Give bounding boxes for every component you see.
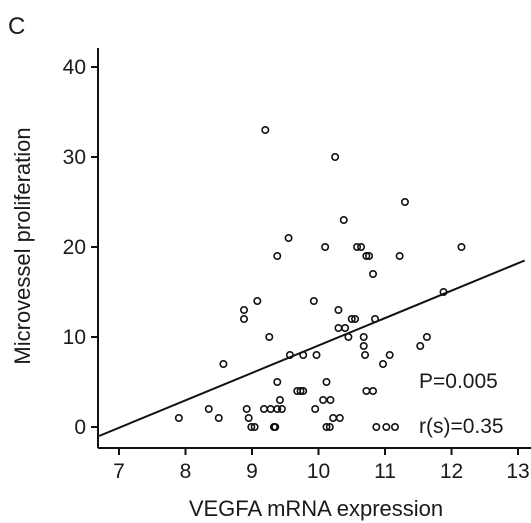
y-tick-label: 40 <box>63 56 86 79</box>
data-point <box>359 341 368 350</box>
data-point <box>344 332 353 341</box>
data-point <box>331 153 340 162</box>
data-point <box>341 323 350 332</box>
data-point <box>329 413 338 422</box>
data-point <box>362 386 371 395</box>
x-tick-label: 12 <box>440 460 463 483</box>
data-point <box>284 234 293 243</box>
correlation-annotation: r(s)=0.35 <box>419 415 504 438</box>
data-point <box>253 296 262 305</box>
x-tick-label: 13 <box>506 460 529 483</box>
data-point <box>261 126 270 135</box>
data-point <box>365 252 374 261</box>
y-tick-label: 20 <box>63 236 86 259</box>
data-point <box>362 252 371 261</box>
data-point <box>439 287 448 296</box>
data-point <box>273 377 282 386</box>
data-point <box>422 332 431 341</box>
data-point <box>390 422 399 431</box>
data-point <box>265 332 274 341</box>
data-point <box>369 386 378 395</box>
data-point <box>250 422 259 431</box>
data-point <box>311 404 320 413</box>
data-point <box>273 252 282 261</box>
p-value-annotation: P=0.005 <box>419 370 498 393</box>
data-point <box>379 359 388 368</box>
data-point <box>309 296 318 305</box>
data-point <box>382 422 391 431</box>
data-point <box>247 422 256 431</box>
y-tick-label: 10 <box>63 326 86 349</box>
data-point <box>322 422 331 431</box>
data-point <box>359 332 368 341</box>
x-tick-label: 8 <box>180 460 192 483</box>
data-point <box>266 404 275 413</box>
y-tick-label: 0 <box>74 416 86 439</box>
y-axis-label: Microvessel proliferation <box>10 127 35 364</box>
data-point <box>214 413 223 422</box>
data-point <box>312 350 321 359</box>
data-point <box>275 395 284 404</box>
data-point <box>240 314 249 323</box>
data-point <box>271 422 280 431</box>
data-point <box>361 350 370 359</box>
x-tick-label: 11 <box>374 460 396 483</box>
data-point <box>334 323 343 332</box>
data-point <box>244 413 253 422</box>
y-tick-label: 30 <box>63 146 86 169</box>
data-point <box>335 413 344 422</box>
data-point <box>321 243 330 252</box>
data-point <box>353 243 362 252</box>
data-point <box>351 314 360 323</box>
x-axis-label: VEGFA mRNA expression <box>189 496 443 521</box>
data-point <box>334 305 343 314</box>
regression-line <box>98 259 526 437</box>
data-point <box>259 404 268 413</box>
data-point <box>322 377 331 386</box>
data-point <box>326 395 335 404</box>
data-point <box>372 422 381 431</box>
data-point <box>277 404 286 413</box>
tick-labels: 0 10 20 30 40 7 8 9 10 11 12 13 <box>63 56 530 483</box>
x-tick-label: 10 <box>307 460 330 483</box>
tick-marks <box>91 66 519 455</box>
data-point <box>347 314 356 323</box>
data-point <box>325 422 334 431</box>
x-tick-label: 9 <box>246 460 258 483</box>
data-point <box>219 359 228 368</box>
data-point <box>369 269 378 278</box>
data-point <box>296 386 305 395</box>
data-point <box>299 386 308 395</box>
data-point <box>204 404 213 413</box>
x-tick-label: 7 <box>113 460 125 483</box>
data-point <box>299 350 308 359</box>
data-point <box>285 350 294 359</box>
data-points <box>174 126 466 431</box>
data-point <box>385 350 394 359</box>
data-point <box>174 413 183 422</box>
data-point <box>240 305 249 314</box>
data-point <box>395 252 404 261</box>
data-point <box>273 404 282 413</box>
data-point <box>339 216 348 225</box>
data-point <box>416 341 425 350</box>
data-point <box>242 404 251 413</box>
data-point <box>371 314 380 323</box>
panel-label: C <box>8 13 25 40</box>
data-point <box>319 395 328 404</box>
data-point <box>457 243 466 252</box>
data-point <box>400 198 409 207</box>
data-point <box>357 243 366 252</box>
